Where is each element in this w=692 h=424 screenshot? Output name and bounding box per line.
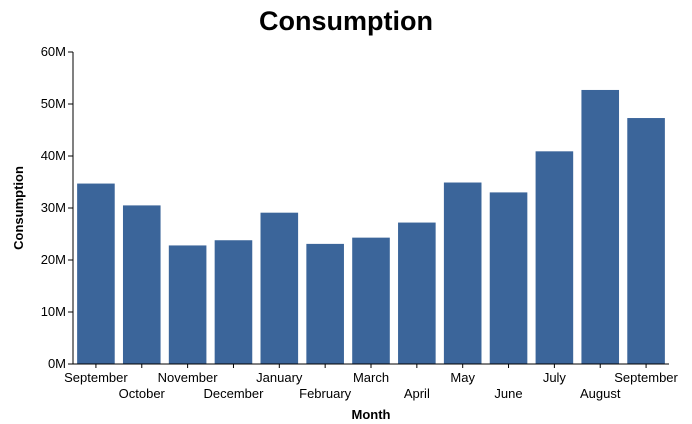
y-tick-label: 10M xyxy=(41,304,66,319)
x-tick-label: December xyxy=(203,386,264,401)
y-tick-label: 0M xyxy=(48,356,66,371)
y-tick-label: 60M xyxy=(41,44,66,59)
bar xyxy=(306,243,344,364)
bar xyxy=(352,237,390,364)
x-tick-label: April xyxy=(404,386,430,401)
bar xyxy=(398,222,436,364)
y-axis-label: Consumption xyxy=(11,166,26,250)
x-tick-label: September xyxy=(614,370,678,385)
bar xyxy=(443,182,482,364)
x-tick-label: August xyxy=(580,386,621,401)
x-tick-label: September xyxy=(64,370,128,385)
bar xyxy=(535,151,574,364)
y-tick-label: 30M xyxy=(41,200,66,215)
y-tick-label: 50M xyxy=(41,96,66,111)
x-tick-label: November xyxy=(158,370,219,385)
x-axis-label: Month xyxy=(352,407,391,422)
bar xyxy=(77,183,115,364)
bar xyxy=(122,205,161,364)
bar xyxy=(581,89,620,365)
x-tick-label: June xyxy=(494,386,522,401)
x-tick-label: March xyxy=(353,370,389,385)
bar xyxy=(627,118,665,364)
chart-title: Consumption xyxy=(259,6,433,36)
bar xyxy=(214,240,253,364)
x-tick-label: October xyxy=(119,386,166,401)
bar xyxy=(168,245,207,364)
x-tick-label: July xyxy=(543,370,567,385)
x-tick-label: January xyxy=(256,370,303,385)
bar xyxy=(260,212,299,364)
y-tick-label: 20M xyxy=(41,252,66,267)
x-tick-label: February xyxy=(299,386,352,401)
bar xyxy=(489,192,528,364)
y-tick-label: 40M xyxy=(41,148,66,163)
x-tick-label: May xyxy=(450,370,475,385)
